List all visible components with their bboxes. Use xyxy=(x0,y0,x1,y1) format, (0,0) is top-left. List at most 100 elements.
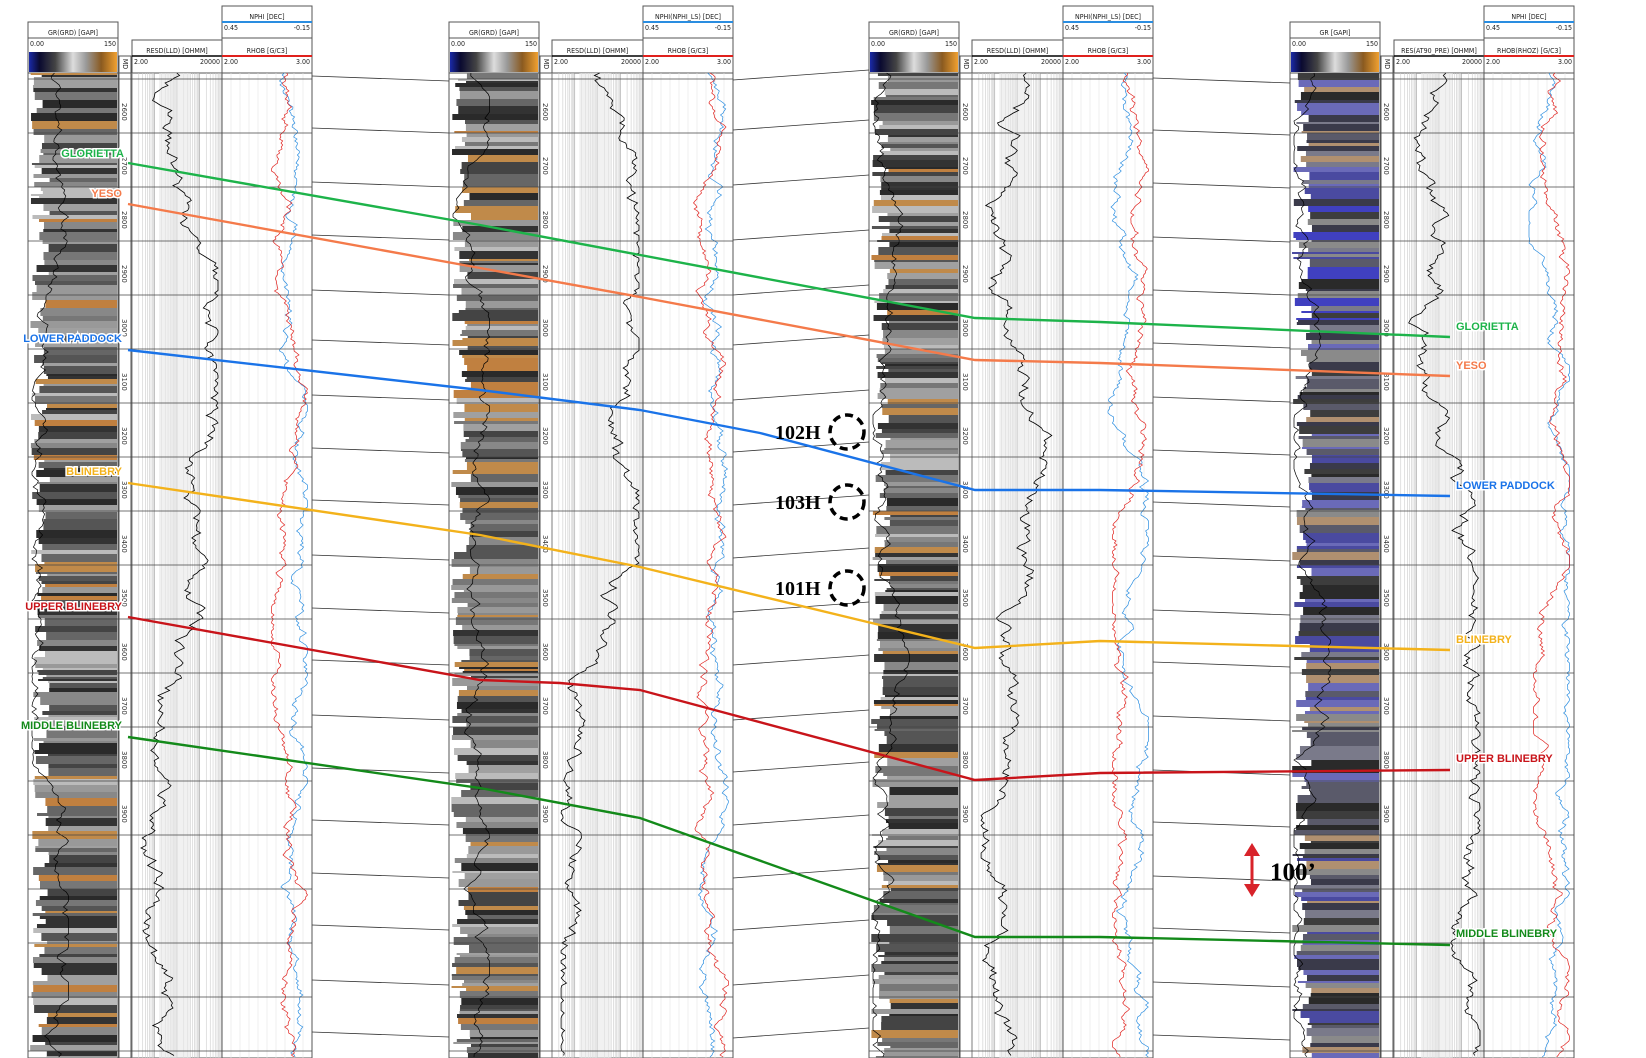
formation-top-line xyxy=(127,481,1451,652)
gr-track-title: GR(GRD) [GAPI] xyxy=(889,29,939,37)
formation-top-middle-blinebry: MIDDLE BLINEBRY MIDDLE BLINEBRY xyxy=(19,719,1559,947)
gr-min-label: 0.00 xyxy=(30,40,44,48)
formation-top-label: MIDDLE BLINEBRY xyxy=(1456,928,1558,940)
wells-layer: GR(GRD) [GAPI] 0.00 150 MD RESD(LLD) [OHMM] 2… xyxy=(27,5,1575,1058)
depth-tick-label: 2800 xyxy=(1382,211,1390,229)
formation-top-label: LOWER PADDOCK xyxy=(23,333,122,345)
nphi-min-label: 0.45 xyxy=(1486,24,1500,32)
correlation-lines xyxy=(311,69,1291,1041)
depth-tick-label: 3900 xyxy=(961,805,969,823)
wellbore-103h: 103H xyxy=(775,483,866,521)
depth-tick-label: 3000 xyxy=(961,319,969,337)
depth-tick-label: 3700 xyxy=(541,697,549,715)
depth-tick-label: 3100 xyxy=(120,373,128,391)
depth-tick-label: 2900 xyxy=(961,265,969,283)
depth-tick-label: 3600 xyxy=(961,643,969,661)
depth-tick-label: 2700 xyxy=(541,157,549,175)
well-4: GR [GAPI] 0.00 150 MD RES(AT90_PRE) [OHMM] 2.… xyxy=(1289,5,1575,1058)
rhob-min-label: 2.00 xyxy=(1486,58,1500,66)
depth-tick-label: 2900 xyxy=(541,265,549,283)
resistivity-track-title: RESD(LLD) [OHMM] xyxy=(567,47,628,55)
depth-tick-label: 3700 xyxy=(1382,697,1390,715)
res-min-label: 2.00 xyxy=(554,58,568,66)
depth-tick-label: 3800 xyxy=(541,751,549,769)
depth-tick-label: 3900 xyxy=(120,805,128,823)
res-max-label: 20000 xyxy=(200,58,220,66)
depth-tick-label: 2900 xyxy=(120,265,128,283)
nphi-track-title: NPHI(NPHI_LS) [DEC] xyxy=(655,13,721,21)
resistivity-track-title: RESD(LLD) [OHMM] xyxy=(146,47,207,55)
rhob-min-label: 2.00 xyxy=(224,58,238,66)
res-min-label: 2.00 xyxy=(974,58,988,66)
arrow-down-icon xyxy=(1244,884,1260,897)
resistivity-curve xyxy=(1408,72,1481,1056)
depth-tick-label: 3000 xyxy=(541,319,549,337)
gr-color-scale xyxy=(1291,52,1379,72)
formation-top-label: BLINEBRY xyxy=(1456,634,1512,646)
depth-tick-label: 2600 xyxy=(961,103,969,121)
depth-tick-label: 3700 xyxy=(120,697,128,715)
formation-top-label: MIDDLE BLINEBRY xyxy=(21,720,123,732)
wellbore-location-icon xyxy=(828,413,866,451)
resistivity-track xyxy=(131,72,223,1058)
well-1: GR(GRD) [GAPI] 0.00 150 MD RESD(LLD) [OHMM] 2… xyxy=(27,5,313,1058)
depth-tick-label: 3200 xyxy=(120,427,128,445)
res-max-label: 20000 xyxy=(621,58,641,66)
arrow-up-icon xyxy=(1244,843,1260,856)
nphi-max-label: -0.15 xyxy=(1135,24,1151,32)
depth-unit-label: MD xyxy=(542,59,550,69)
gr-max-label: 150 xyxy=(1366,40,1378,48)
depth-tick-label: 3500 xyxy=(541,589,549,607)
depth-tick-label: 3100 xyxy=(1382,373,1390,391)
depth-tick-label: 3900 xyxy=(1382,805,1390,823)
well-header: GR(GRD) [GAPI] 0.00 150 MD RESD(LLD) [OHMM] 2… xyxy=(868,5,1154,74)
formation-top-label: YESO xyxy=(91,188,122,200)
wellbore-location-icon xyxy=(828,483,866,521)
formation-top-label: BLINEBRY xyxy=(66,466,122,478)
res-min-label: 2.00 xyxy=(134,58,148,66)
depth-tick-label: 3600 xyxy=(120,643,128,661)
porosity-density-track xyxy=(1062,72,1154,1058)
gr-track xyxy=(27,72,119,1058)
formation-top-lower-paddock: LOWER PADDOCK LOWER PADDOCK xyxy=(22,332,1556,498)
resistivity-curve xyxy=(560,72,640,1056)
rhob-max-label: 3.00 xyxy=(1137,58,1151,66)
gr-track xyxy=(448,72,540,1058)
nphi-max-label: -0.15 xyxy=(715,24,731,32)
depth-tick-label: 3200 xyxy=(961,427,969,445)
gr-track-title: GR(GRD) [GAPI] xyxy=(48,29,98,37)
depth-tick-label: 3400 xyxy=(120,535,128,553)
gr-color-scale xyxy=(450,52,538,72)
nphi-track-title: NPHI [DEC] xyxy=(249,13,284,21)
annotations-layer: 102H 103H 101H 100’ xyxy=(775,413,1316,897)
gr-track xyxy=(1289,72,1381,1058)
gr-track-title: GR(GRD) [GAPI] xyxy=(469,29,519,37)
rhob-track-title: RHOB(RHOZ) [G/C3] xyxy=(1497,47,1561,55)
depth-tick-label: 3600 xyxy=(541,643,549,661)
wellbore-location-icon xyxy=(828,569,866,607)
depth-tick-label: 3400 xyxy=(1382,535,1390,553)
well-2: GR(GRD) [GAPI] 0.00 150 MD RESD(LLD) [OHMM] 2… xyxy=(448,5,734,1058)
depth-tick-label: 3600 xyxy=(1382,643,1390,661)
depth-track: 2600 2700 2800 2900 3000 3100 3200 3300 3400 3500… xyxy=(118,72,132,1058)
depth-tick-label: 2900 xyxy=(1382,265,1390,283)
gr-color-scale xyxy=(870,52,958,72)
formation-top-yeso: YESO YESO xyxy=(90,187,1489,378)
resistivity-track xyxy=(1393,72,1485,1058)
formation-top-label: LOWER PADDOCK xyxy=(1456,480,1555,492)
gr-min-label: 0.00 xyxy=(451,40,465,48)
depth-tick-label: 3300 xyxy=(541,481,549,499)
formation-top-label: UPPER BLINEBRY xyxy=(1456,753,1553,765)
formation-top-blinebry: BLINEBRY BLINEBRY xyxy=(65,465,1514,652)
depth-tick-label: 2800 xyxy=(961,211,969,229)
formation-top-line xyxy=(127,348,1451,498)
depth-tick-label: 3300 xyxy=(961,481,969,499)
formation-top-line xyxy=(127,161,1451,339)
well-header: GR(GRD) [GAPI] 0.00 150 MD RESD(LLD) [OHMM] 2… xyxy=(448,5,734,74)
nphi-track-title: NPHI [DEC] xyxy=(1511,13,1546,21)
res-min-label: 2.00 xyxy=(1396,58,1410,66)
depth-tick-label: 3500 xyxy=(1382,589,1390,607)
depth-tick-label: 3200 xyxy=(541,427,549,445)
porosity-density-track xyxy=(642,72,734,1058)
depth-tick-label: 3200 xyxy=(1382,427,1390,445)
